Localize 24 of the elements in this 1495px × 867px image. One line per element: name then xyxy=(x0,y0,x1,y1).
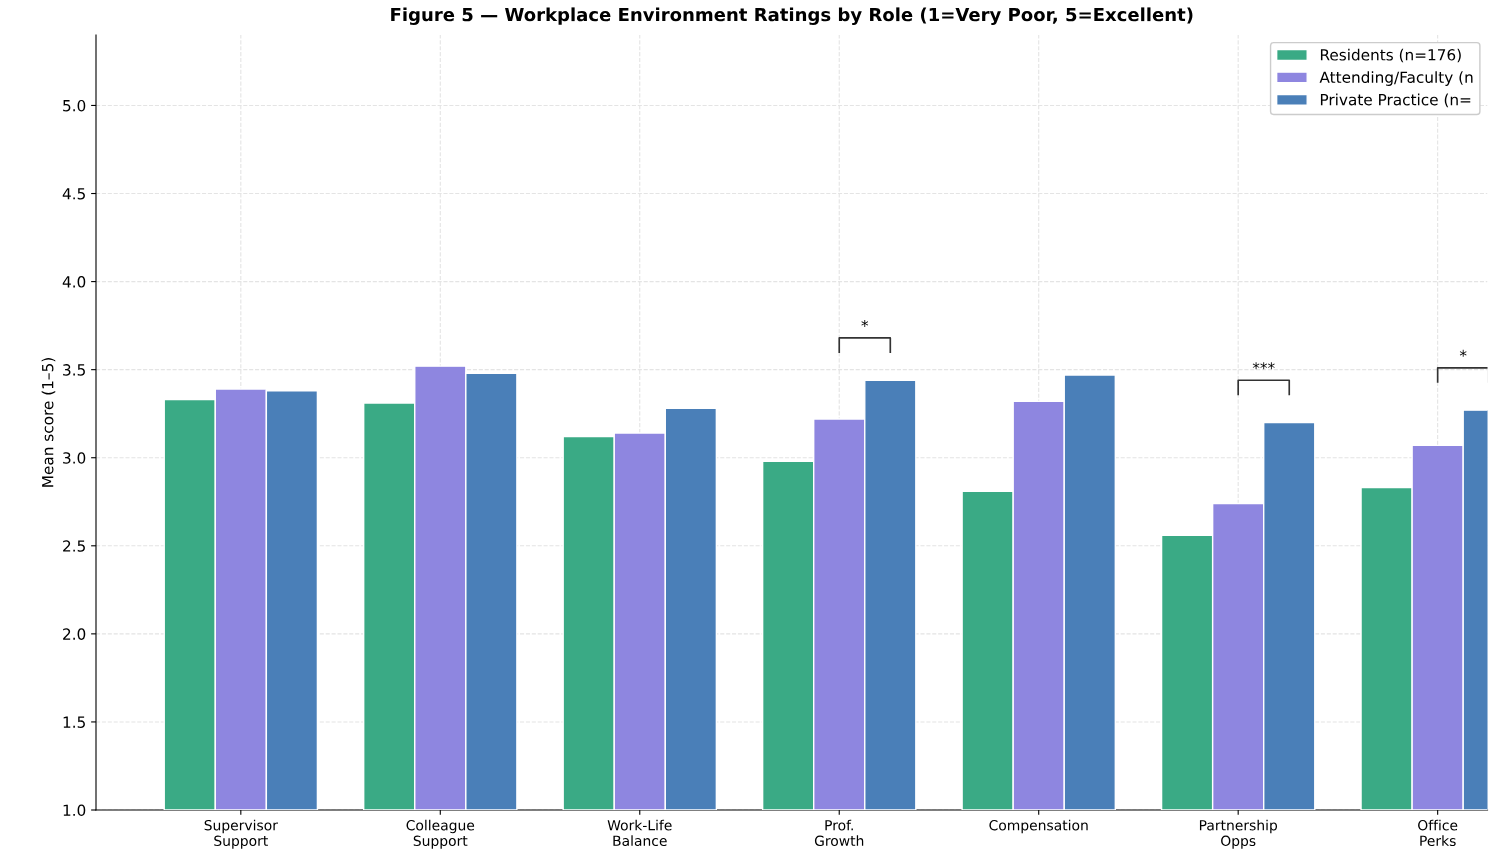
annotation: * xyxy=(1459,349,1467,357)
x-tick-label: Colleague Support xyxy=(406,819,475,849)
x-tick-label: Supervisor Support xyxy=(204,819,278,849)
x-tick-label: Partnership Opps xyxy=(1199,819,1278,849)
chart-title: Figure 5 — Workplace Environment Ratings by Role (1=Very Poor, 5=Excellent) xyxy=(391,7,1193,26)
legend-label: Residents (n=176) xyxy=(1320,48,1461,63)
y-tick-label: 1.0 xyxy=(63,804,86,817)
y-tick-label: 2.0 xyxy=(63,628,86,640)
x-tick-label: Prof. Growth xyxy=(814,819,864,847)
x-tick-label: Work-Life Balance xyxy=(607,819,672,847)
y-tick-label: 3.0 xyxy=(63,452,86,464)
legend-label: Private Practice (n= xyxy=(1320,93,1471,108)
y-tick-label: 5.0 xyxy=(63,99,86,112)
y-tick-label: 3.5 xyxy=(63,364,85,376)
x-tick-label: Office Perks xyxy=(1418,819,1458,847)
y-tick-label: 1.5 xyxy=(63,716,85,728)
annotation: * xyxy=(861,319,869,327)
y-tick-label: 2.5 xyxy=(63,540,85,552)
annotation: *** xyxy=(1252,362,1275,370)
y-axis-title: Mean score (1–5) xyxy=(41,358,56,487)
legend-label: Attending/Faculty (n xyxy=(1319,71,1473,86)
y-tick-label: 4.5 xyxy=(62,188,85,200)
y-tick-label: 4.0 xyxy=(62,276,86,288)
x-tick-label: Compensation xyxy=(989,819,1088,834)
